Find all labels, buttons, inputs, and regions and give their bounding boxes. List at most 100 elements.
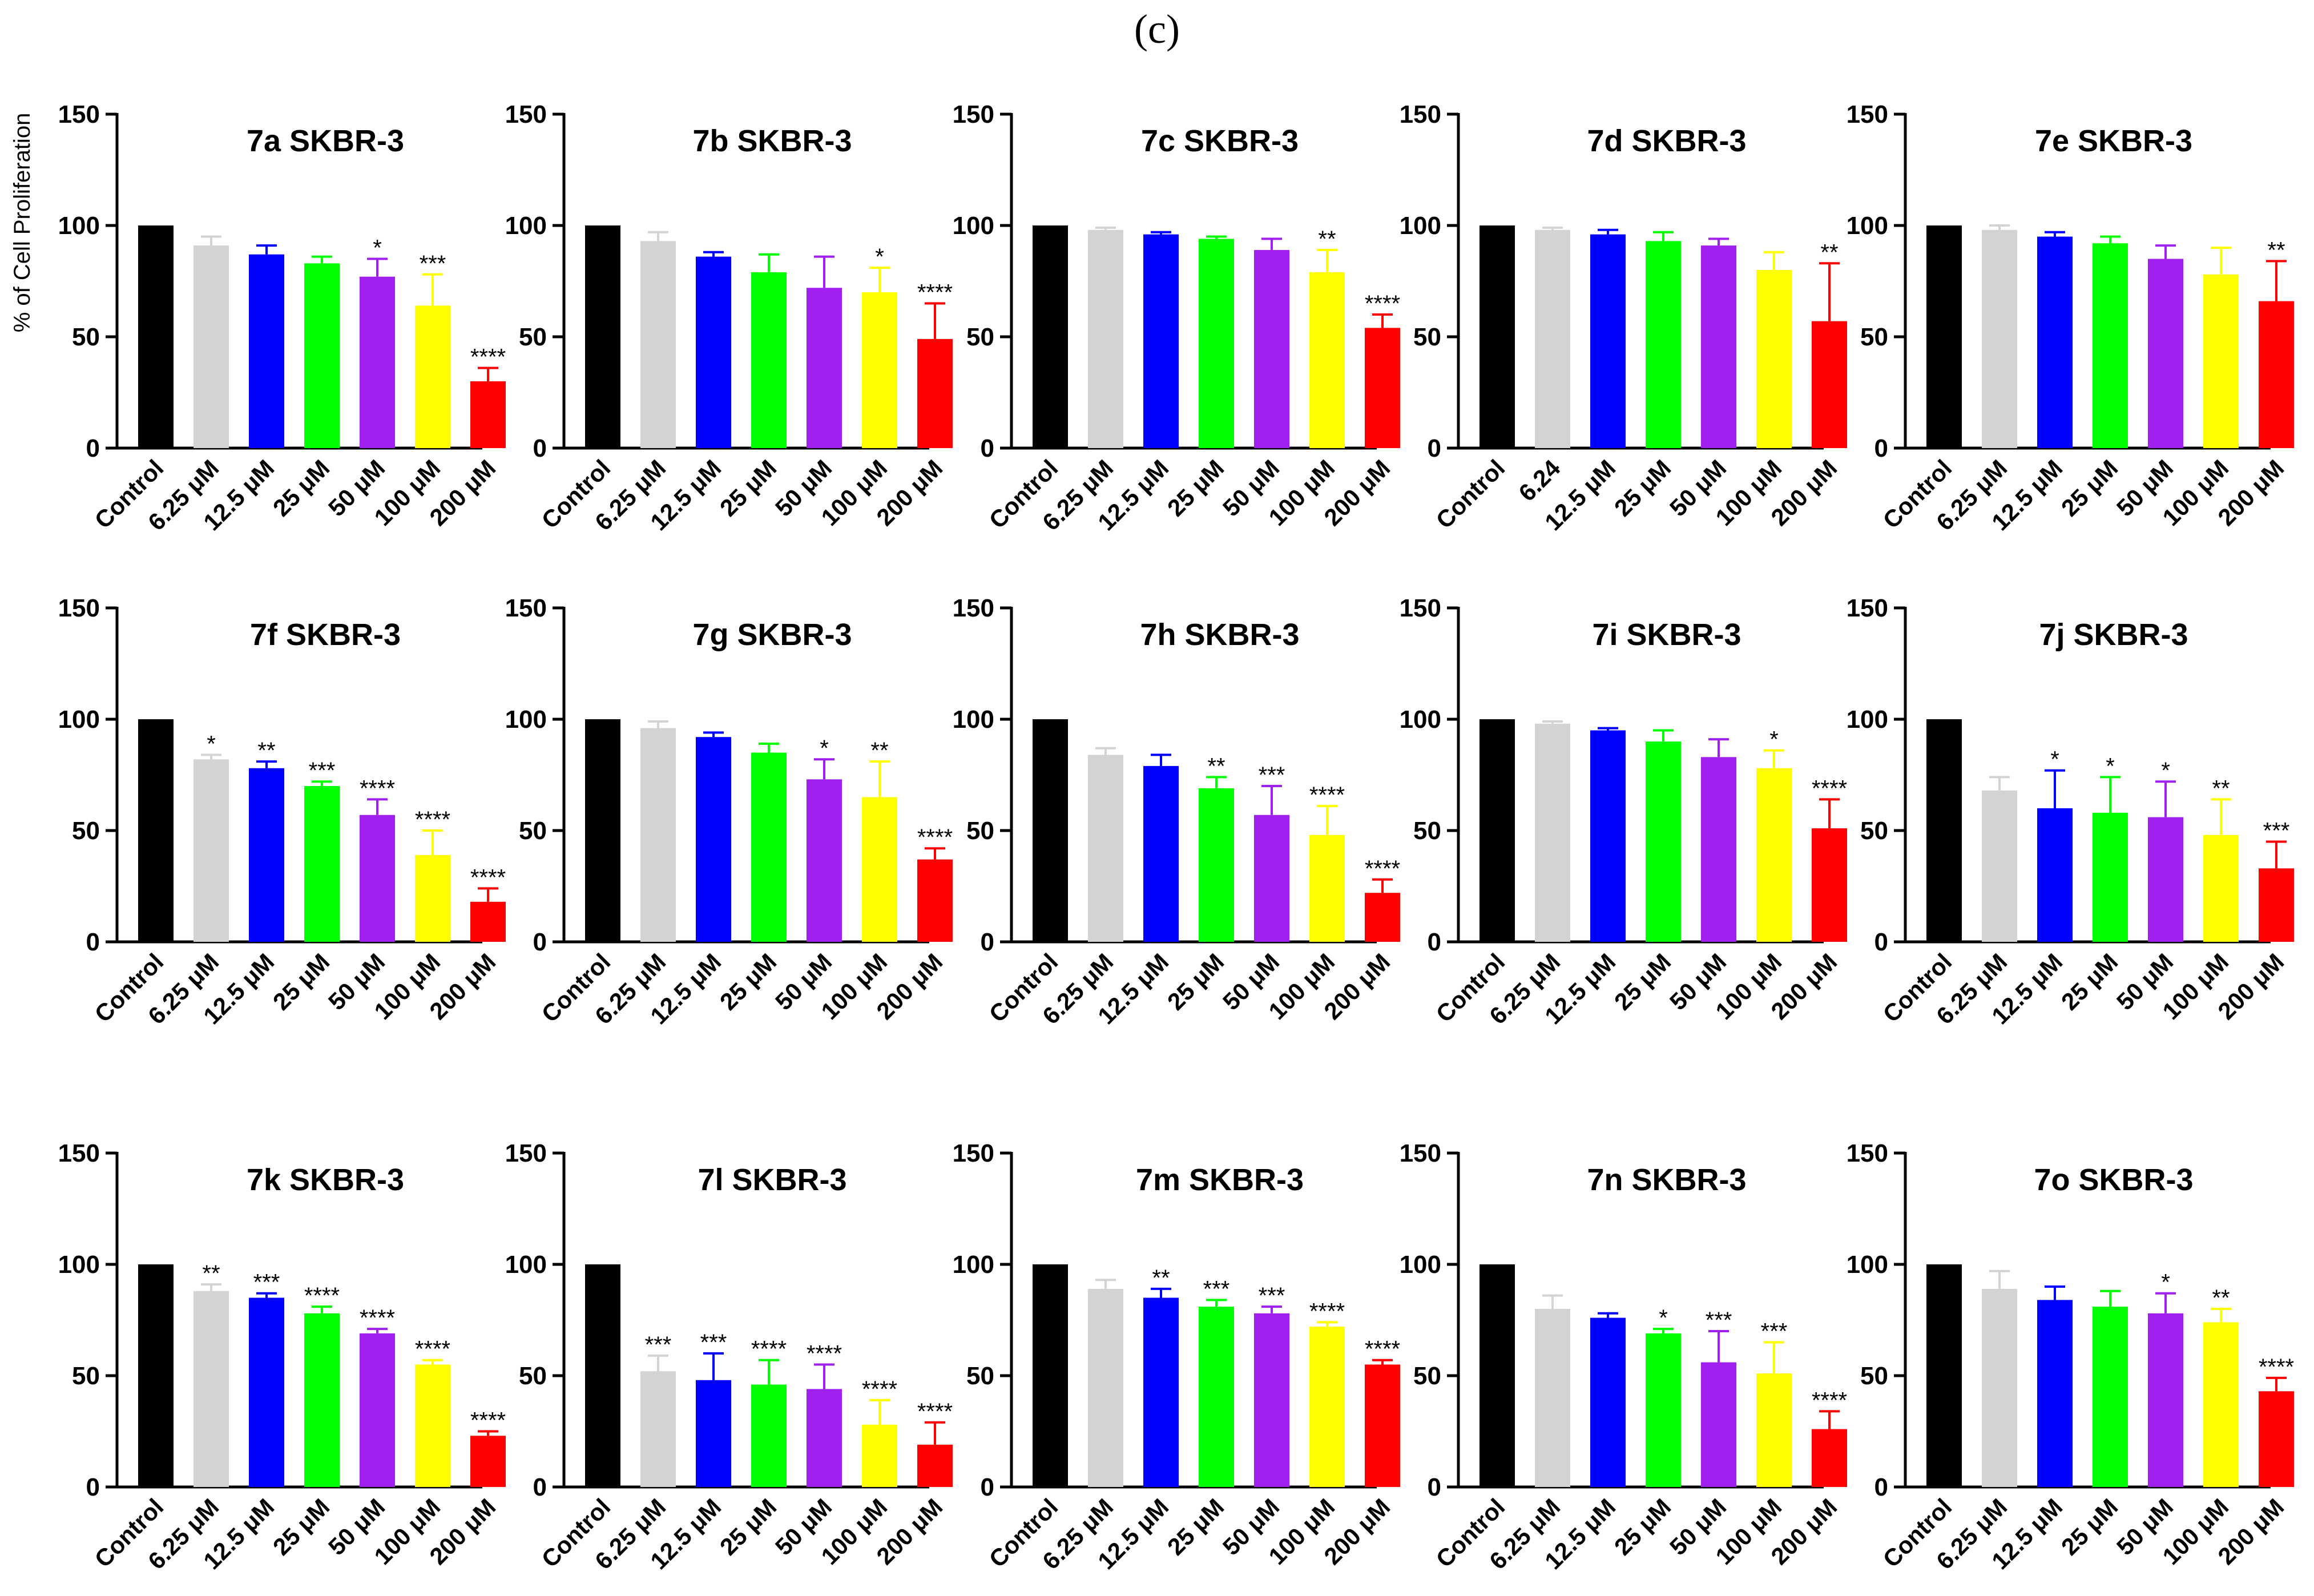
bar: [1756, 270, 1792, 448]
significance-label: ****: [1365, 1337, 1400, 1362]
chart-title: 7j SKBR-3: [2039, 618, 2188, 652]
significance-label: ****: [304, 1283, 340, 1308]
bar: [807, 288, 842, 448]
y-tick-label: 100: [58, 706, 100, 733]
y-tick-label: 150: [505, 100, 547, 128]
bar: [1479, 719, 1515, 942]
bar: [193, 759, 229, 942]
significance-label: ***: [700, 1330, 727, 1355]
bar: [1701, 757, 1736, 942]
y-tick-label: 50: [72, 1362, 100, 1390]
chart-title: 7l SKBR-3: [698, 1163, 846, 1197]
y-tick-label: 50: [72, 817, 100, 845]
bar: [1590, 1317, 1626, 1487]
significance-label: ****: [751, 1337, 787, 1362]
y-tick-label: 0: [981, 434, 994, 462]
bar: [917, 1444, 953, 1487]
y-tick-label: 50: [1413, 323, 1441, 351]
significance-label: ****: [2259, 1355, 2294, 1380]
category-label: 25 μM: [1162, 1493, 1229, 1560]
category-label: 25 μM: [715, 1493, 781, 1560]
chart-title: 7a SKBR-3: [247, 124, 404, 158]
significance-label: ****: [862, 1377, 897, 1402]
significance-label: ****: [1365, 291, 1400, 316]
y-tick-label: 150: [58, 1139, 100, 1167]
bar: [138, 225, 174, 448]
y-tick-label: 0: [533, 434, 547, 462]
bar: [193, 245, 229, 448]
y-tick-label: 100: [1847, 212, 1888, 240]
significance-label: **: [1207, 753, 1225, 779]
y-tick-label: 0: [86, 1473, 100, 1501]
bar: [2037, 236, 2073, 448]
bar: [1143, 1297, 1179, 1487]
y-tick-label: 100: [505, 1251, 547, 1279]
bar: [1088, 755, 1123, 942]
chart-title: 7k SKBR-3: [247, 1163, 404, 1197]
category-label: 25 μM: [268, 1493, 334, 1560]
significance-label: ****: [1365, 856, 1400, 881]
y-tick-label: 50: [1860, 323, 1888, 351]
bar: [751, 272, 787, 448]
bar: [2203, 1322, 2239, 1487]
bar: [1812, 321, 1847, 448]
y-tick-label: 0: [1874, 434, 1888, 462]
bar: [1590, 234, 1626, 448]
bar: [862, 1424, 897, 1487]
bar: [585, 1264, 620, 1487]
y-tick-label: 0: [1428, 434, 1441, 462]
significance-label: ****: [415, 1337, 450, 1362]
significance-label: ****: [470, 865, 506, 890]
chart-title: 7b SKBR-3: [692, 124, 852, 158]
bar: [1812, 1429, 1847, 1487]
bar: [138, 719, 174, 942]
y-tick-label: 50: [966, 323, 994, 351]
category-label: 25 μM: [715, 454, 781, 521]
category-label: 25 μM: [1609, 1493, 1676, 1560]
category-label: 25 μM: [1609, 454, 1676, 521]
y-tick-label: 50: [1860, 817, 1888, 845]
bar: [2203, 274, 2239, 448]
bar: [640, 1371, 676, 1487]
bar: [1479, 1264, 1515, 1487]
bar: [470, 901, 506, 942]
significance-label: **: [870, 738, 888, 763]
bar: [1033, 225, 1068, 448]
bar: [304, 263, 340, 448]
bar: [415, 855, 450, 942]
y-tick-label: 100: [953, 706, 994, 733]
y-tick-label: 150: [1847, 100, 1888, 128]
bar: [2148, 259, 2183, 448]
significance-label: ****: [360, 776, 395, 801]
significance-label: ****: [470, 345, 506, 370]
category-label: Control: [1431, 454, 1510, 534]
category-label: 25 μM: [1609, 948, 1676, 1015]
bar: [751, 1384, 787, 1487]
y-tick-label: 50: [966, 1362, 994, 1390]
bar: [2203, 835, 2239, 942]
bar: [249, 1297, 284, 1487]
bar: [1926, 225, 1962, 448]
bar: [304, 786, 340, 942]
bar: [1088, 229, 1123, 448]
significance-label: ****: [917, 280, 953, 305]
y-tick-label: 100: [58, 212, 100, 240]
bar: [1254, 815, 1289, 942]
bar: [415, 305, 450, 448]
bar: [696, 256, 731, 448]
y-tick-label: 0: [86, 928, 100, 956]
y-tick-label: 100: [505, 212, 547, 240]
bar: [1033, 719, 1068, 942]
category-label: 25 μM: [1162, 454, 1229, 521]
y-tick-label: 100: [1400, 212, 1441, 240]
bar: [1982, 790, 2017, 942]
bar: [1646, 1333, 1681, 1487]
bar: [1254, 249, 1289, 448]
y-tick-label: 100: [1847, 1251, 1888, 1279]
